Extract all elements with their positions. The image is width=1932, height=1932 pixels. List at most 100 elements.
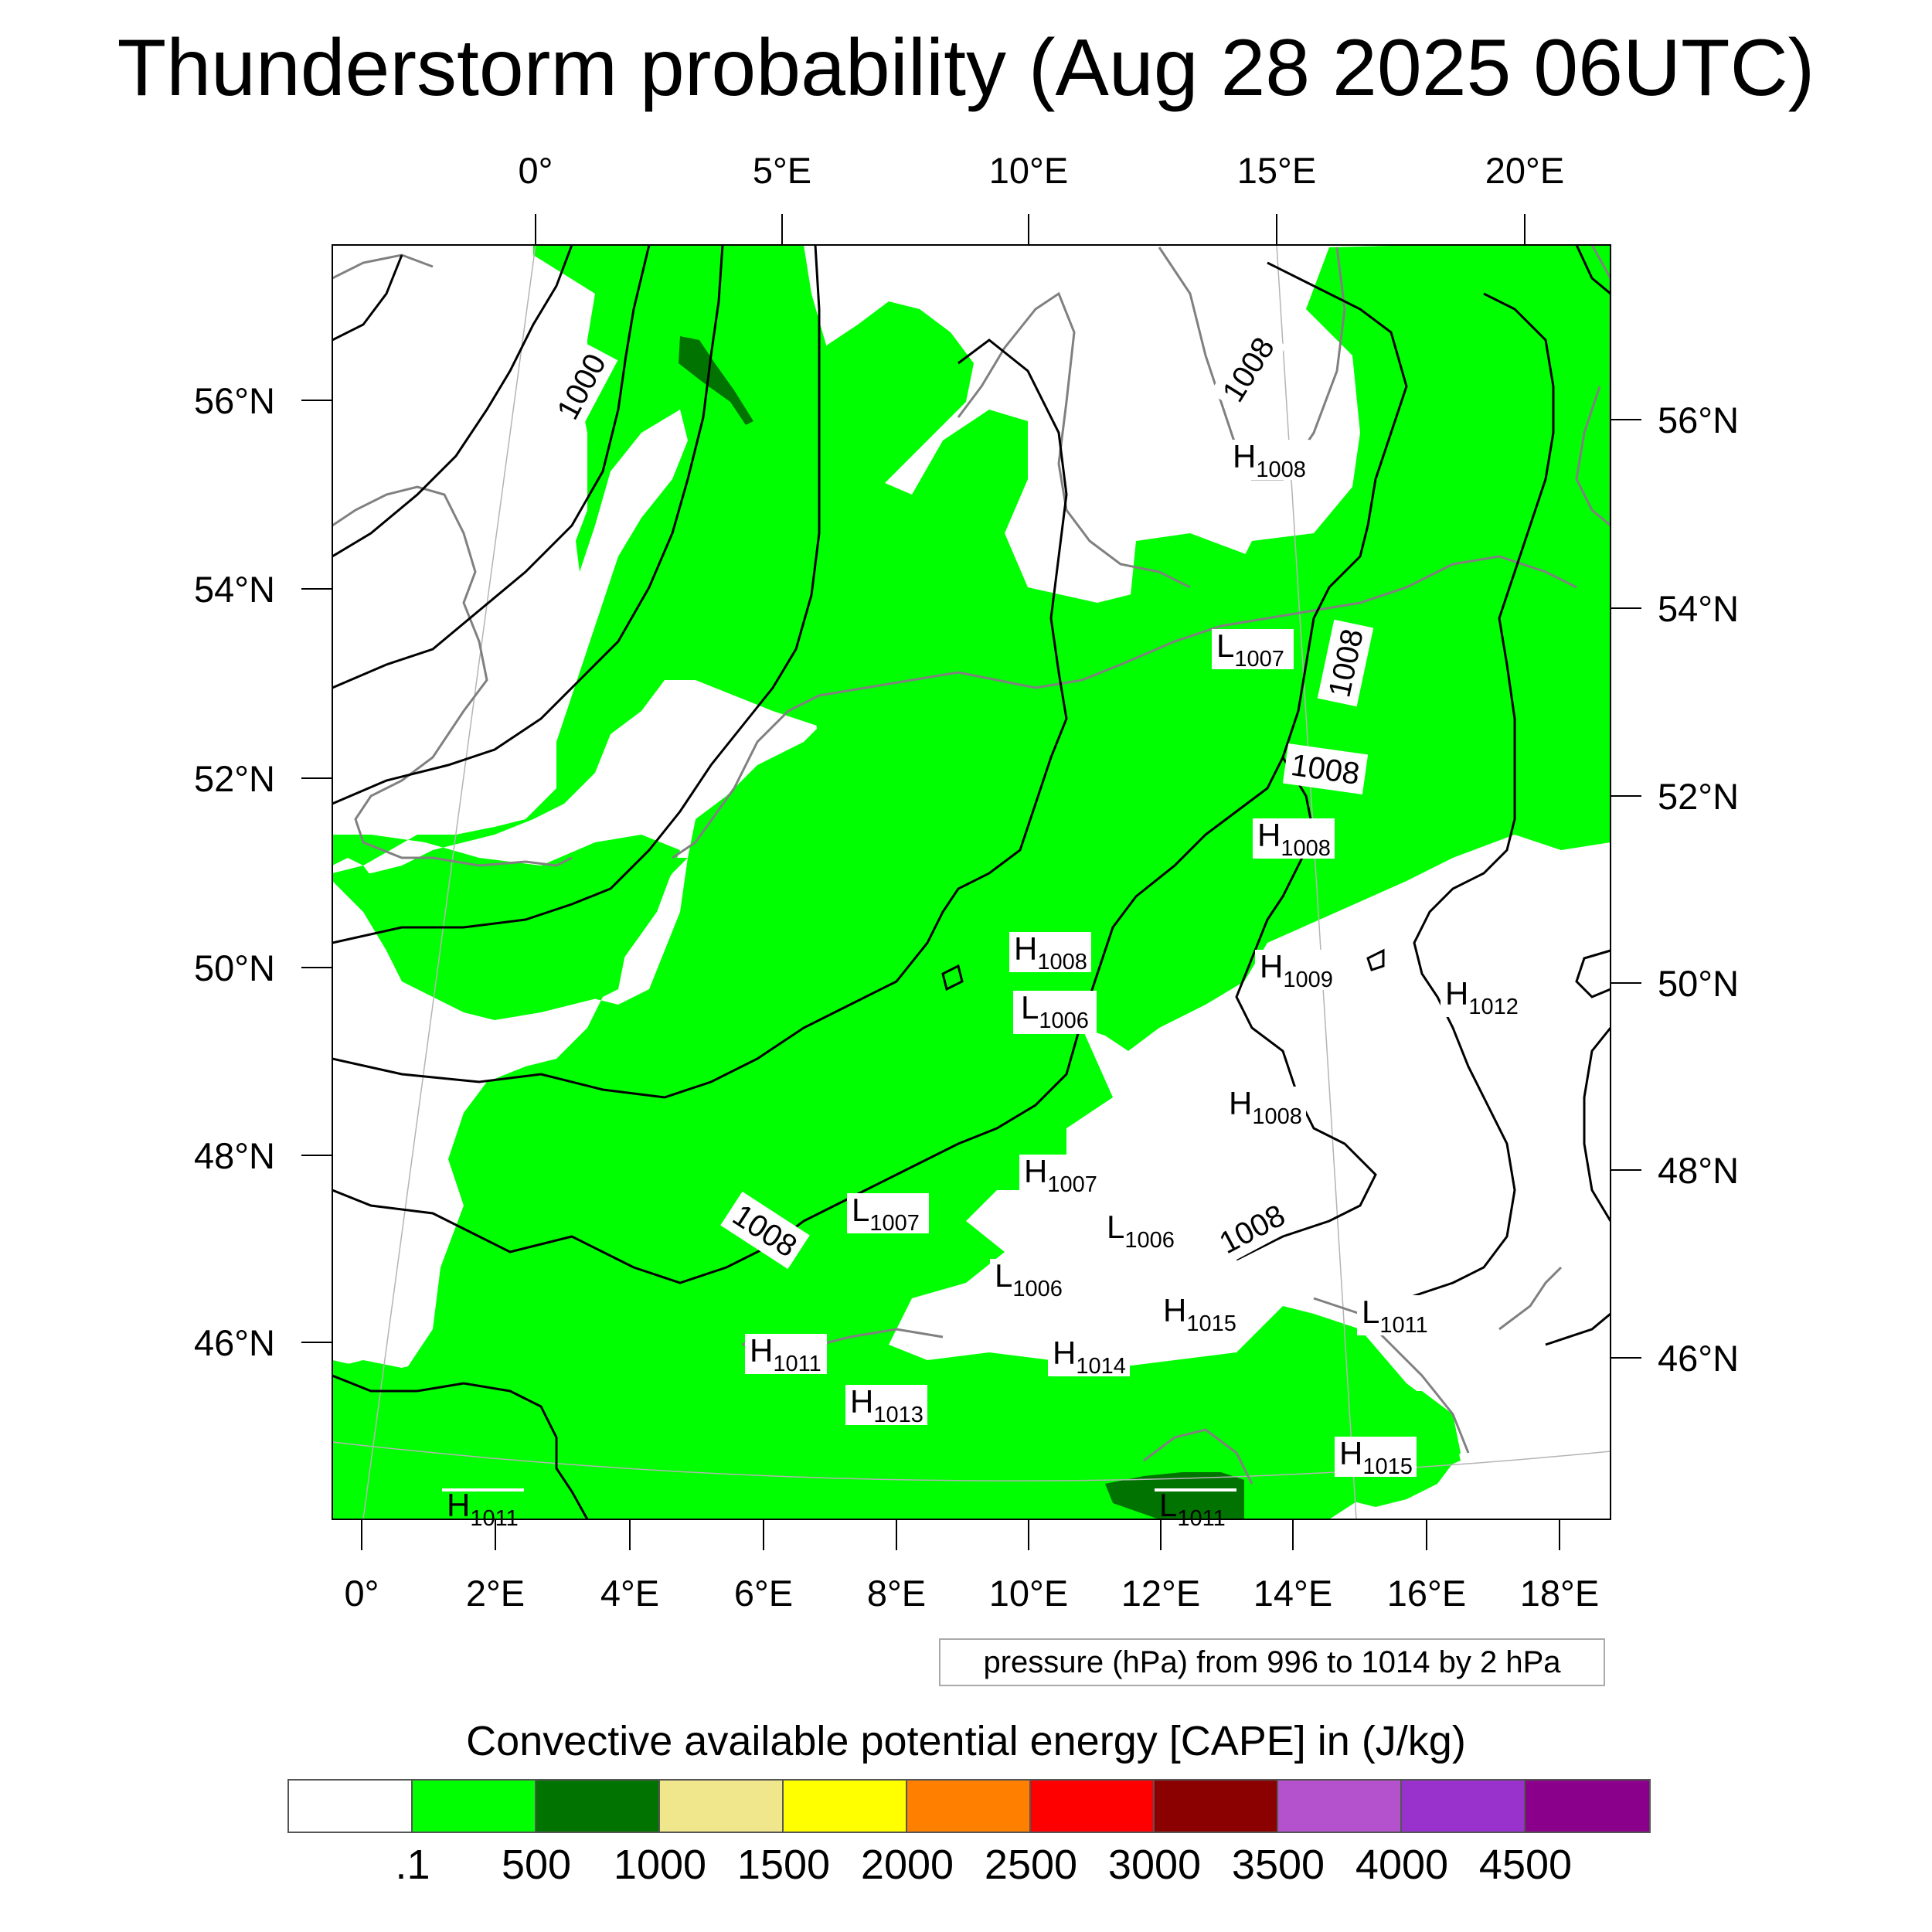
pressure-center: H1008 (1253, 817, 1335, 861)
pressure-center: L1006 (990, 1257, 1072, 1301)
svg-text:H1008: H1008 (1233, 438, 1306, 482)
colorbar-swatch (660, 1781, 784, 1832)
colorbar-label: 3500 (1231, 1842, 1325, 1888)
svg-text:H1014: H1014 (1053, 1335, 1126, 1379)
pressure-center-value: 1007 (1047, 1172, 1097, 1197)
bottom-lon-label: 12°E (1121, 1573, 1200, 1614)
cape-region-southwest (332, 943, 981, 1519)
isobar (332, 1374, 589, 1519)
coastline (1498, 1266, 1563, 1331)
pressure-center-letter: H (1257, 817, 1281, 853)
pressure-center: H1012 (1440, 975, 1522, 1019)
pressure-center-letter: L (1362, 1294, 1379, 1330)
pressure-center-value: 1008 (1281, 836, 1331, 861)
pressure-center-value: 1008 (1252, 1104, 1302, 1129)
coastline (1313, 1297, 1470, 1454)
bottom-lon-label: 4°E (600, 1573, 659, 1614)
pressure-center-letter: L (1216, 628, 1234, 664)
pressure-center: H1008 (1228, 438, 1310, 482)
pressure-center-value: 1008 (1037, 950, 1087, 975)
colorbar-label: 4000 (1355, 1842, 1449, 1888)
colorbar-swatch (289, 1781, 413, 1832)
isobar (332, 254, 403, 342)
colorbar-label: 3000 (1107, 1842, 1202, 1888)
top-lon-labels: 0° 5°E 10°E 15°E 20°E (519, 150, 1565, 191)
right-lat-label: 48°N (1658, 1150, 1739, 1191)
svg-text:H1011: H1011 (447, 1487, 519, 1531)
pressure-center-letter: L (1107, 1209, 1124, 1245)
colorbar-label: .1 (395, 1842, 430, 1888)
right-lat-label: 52°N (1658, 776, 1739, 817)
pressure-center: H1015 (1158, 1292, 1240, 1336)
pressure-center-letter: H (1260, 948, 1283, 985)
isobar (1545, 1312, 1611, 1346)
pressure-center: H1015 (1335, 1435, 1417, 1479)
colorbar-swatch (907, 1781, 1031, 1832)
colorbar-swatch (536, 1781, 660, 1832)
svg-text:H1012: H1012 (1445, 975, 1519, 1019)
pressure-center: L1006 (1102, 1209, 1184, 1253)
pressure-center: H1008 (1009, 930, 1091, 975)
pressure-center-value: 1007 (869, 1211, 920, 1236)
pressure-center-letter: H (1445, 975, 1468, 1012)
isobar (1235, 757, 1377, 1261)
pressure-center: L1006 (1013, 989, 1097, 1034)
isobar-label: 1008 (1206, 1192, 1298, 1266)
left-lat-label: 46°N (194, 1322, 275, 1363)
left-lat-label: 54°N (194, 569, 275, 610)
pressure-center: L1011 (1155, 1487, 1236, 1531)
left-lat-label: 50°N (194, 947, 275, 988)
cape-region-dark-north (679, 336, 753, 425)
svg-text:L1006: L1006 (1107, 1209, 1175, 1253)
pressure-center: H1013 (845, 1383, 927, 1427)
isobar (941, 964, 964, 992)
pressure-center: L1007 (847, 1192, 929, 1236)
bottom-lon-label: 8°E (867, 1573, 926, 1614)
colorbar-title: Convective available potential energy [C… (466, 1718, 1466, 1764)
left-lat-label: 52°N (194, 758, 275, 799)
pressure-center-letter: L (852, 1192, 869, 1228)
svg-text:H1015: H1015 (1339, 1435, 1413, 1479)
top-lon-label: 15°E (1237, 150, 1316, 191)
pressure-center-value: 1011 (773, 1352, 821, 1376)
pressure-center: H1007 (1019, 1153, 1101, 1197)
colorbar-swatch (1526, 1781, 1649, 1832)
pressure-center-value: 1013 (873, 1403, 923, 1427)
top-lon-label: 10°E (989, 150, 1068, 191)
colorbar-labels: .1 500 1000 1500 2000 2500 3000 3500 4000 4500 (0, 1838, 1932, 1892)
colorbar-swatch (1155, 1781, 1278, 1832)
colorbar-swatch (413, 1781, 536, 1832)
bottom-lon-label: 10°E (989, 1573, 1068, 1614)
left-lat-label: 56°N (194, 380, 275, 421)
axis-ticks (301, 214, 1641, 1550)
bottom-lon-label: 14°E (1253, 1573, 1332, 1614)
cape-region-west-coast (332, 858, 688, 1012)
svg-text:H1008: H1008 (1257, 817, 1331, 861)
coastline (672, 555, 1577, 859)
svg-text:H1008: H1008 (1014, 930, 1087, 975)
pressure-center-letter: H (750, 1332, 773, 1369)
isobar-label: 1008 (1317, 619, 1374, 707)
pressure-center-letter: H (1233, 438, 1256, 474)
cape-region-northsea-east (804, 301, 974, 510)
left-lat-label: 48°N (194, 1135, 275, 1176)
pressure-center-value: 1009 (1283, 968, 1333, 992)
pressure-center-value: 1011 (470, 1506, 518, 1531)
pressure-center: H1009 (1255, 948, 1337, 992)
isobar (1575, 949, 1611, 998)
cape-region-central-north (804, 541, 1128, 858)
right-lat-label: 46°N (1658, 1338, 1739, 1379)
isobars (332, 245, 1611, 1519)
pressure-centers: H1008 L1007 H1008 H1008 H1009 L1006 H101… (442, 438, 1522, 1531)
pressure-center-letter: H (1024, 1153, 1047, 1189)
pressure-center-letter: H (1053, 1335, 1076, 1371)
pressure-center: H1008 (1224, 1085, 1306, 1129)
colorbar-label: 2000 (860, 1842, 954, 1888)
pressure-center-value: 1011 (1177, 1506, 1225, 1531)
pressure-center-letter: L (1021, 989, 1039, 1026)
svg-text:H1015: H1015 (1163, 1292, 1236, 1336)
pressure-center-value: 1008 (1256, 457, 1306, 482)
pressure-center-value: 1011 (1379, 1313, 1427, 1338)
svg-text:L1006: L1006 (995, 1257, 1063, 1301)
pressure-center: H1014 (1048, 1335, 1130, 1379)
